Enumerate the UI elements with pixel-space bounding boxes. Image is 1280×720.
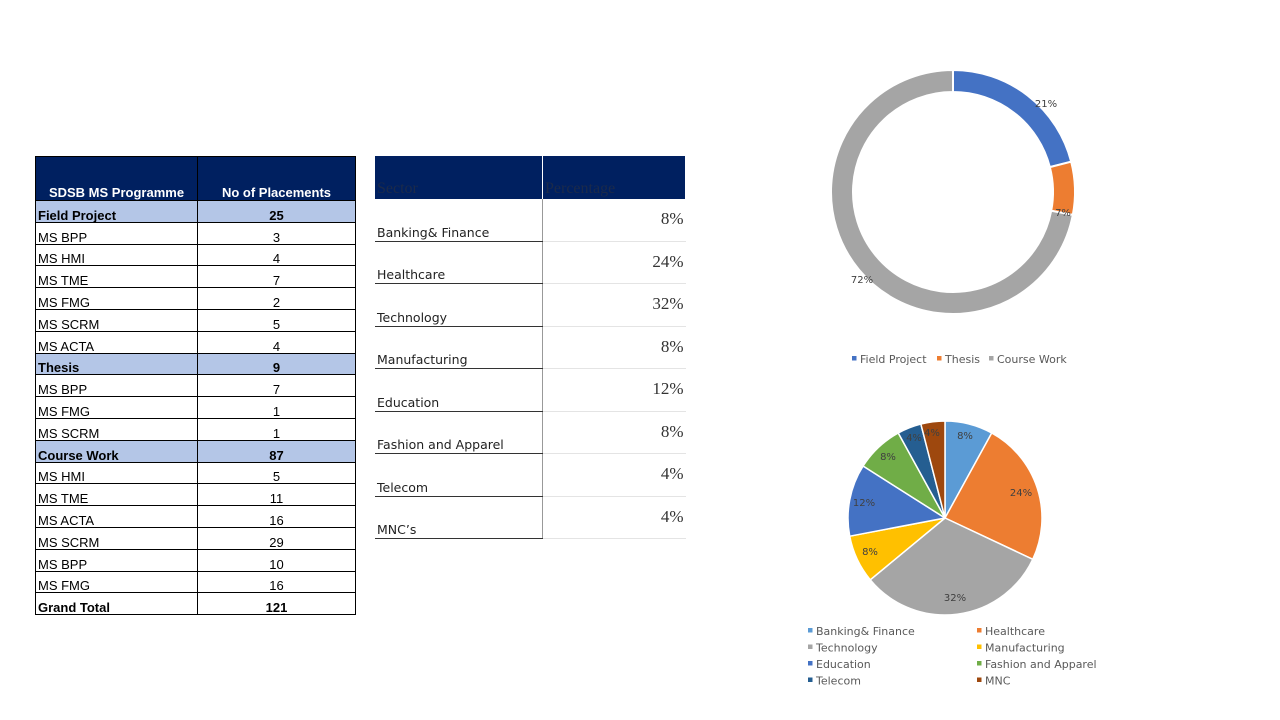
sector-cell: Education — [375, 368, 543, 412]
grand-total-row: Grand Total 121 — [35, 592, 356, 616]
sector-row: MNC’s 4% — [375, 496, 686, 539]
legend-swatch — [977, 661, 982, 666]
pie-legend-entry: MNC — [985, 675, 1011, 688]
table-row: MS HMI 4 — [35, 243, 356, 267]
percentage-cell: 8% — [542, 411, 686, 454]
placements-header: No of Placements — [197, 156, 356, 201]
sector-cell: Healthcare — [375, 241, 543, 284]
placements-cell: 87 — [197, 439, 356, 463]
percentage-cell: 24% — [542, 241, 686, 284]
percentage-header: Percentage — [542, 156, 686, 199]
placements-cell: 25 — [197, 200, 356, 223]
programme-header: SDSB MS Programme — [35, 156, 198, 201]
legend-swatch — [808, 644, 813, 649]
sector-cell: MNC’s — [375, 496, 543, 539]
table-row: MS FMG 1 — [35, 396, 356, 419]
legend-swatch — [989, 356, 994, 361]
doughnut-data-label: 21% — [1035, 99, 1057, 110]
programme-cell: Course Work — [35, 439, 198, 463]
pie-data-label: 32% — [944, 593, 966, 604]
pie-data-label: 24% — [1010, 488, 1032, 499]
sector-cell: Manufacturing — [375, 326, 543, 369]
group-row: Course Work 87 — [35, 439, 356, 463]
sector-row: Telecom 4% — [375, 453, 686, 497]
pie-legend-entry: Manufacturing — [985, 642, 1065, 655]
legend-swatch — [977, 677, 982, 682]
sector-row: Healthcare 24% — [375, 241, 686, 284]
doughnut-data-label: 7% — [1055, 208, 1071, 219]
legend-swatch — [808, 628, 813, 633]
pie-legend-entry: Fashion and Apparel — [985, 658, 1097, 671]
legend-swatch — [808, 677, 813, 682]
table-row: MS SCRM 1 — [35, 417, 356, 441]
legend-swatch — [852, 356, 857, 361]
pie-data-label: 4% — [906, 433, 922, 444]
sector-table: Sector Percentage Banking& Finance 8% Heal… — [375, 156, 686, 539]
percentage-cell: 8% — [542, 199, 686, 242]
programme-cell: MS TME — [35, 483, 198, 507]
sector-row: Fashion and Apparel 8% — [375, 411, 686, 454]
sector-cell: Banking& Finance — [375, 199, 543, 242]
placements-header-row: SDSB MS Programme No of Placements — [35, 156, 356, 201]
pie-data-label: 4% — [924, 428, 940, 439]
placements-cell: 121 — [197, 592, 356, 616]
legend-swatch — [937, 356, 942, 361]
sector-cell: Fashion and Apparel — [375, 411, 543, 454]
programme-cell: Thesis — [35, 352, 198, 376]
doughnut-legend-entry: Course Work — [997, 353, 1067, 366]
placements-table: SDSB MS Programme No of Placements Field… — [35, 156, 356, 616]
doughnut-legend-entry: Field Project — [860, 353, 927, 366]
doughnut-slice-field-project — [952, 68, 1073, 169]
pie-legend-entry: Education — [816, 658, 871, 671]
sector-row: Manufacturing 8% — [375, 326, 686, 369]
sector-row: Education 12% — [375, 368, 686, 412]
doughnut-chart: 21% 7% 72% Field Project Thesis Course Work — [830, 68, 1076, 366]
sector-row: Banking& Finance 8% — [375, 199, 686, 242]
table-row: MS SCRM 29 — [35, 526, 356, 550]
sector-cell: Technology — [375, 283, 543, 327]
legend-swatch — [977, 628, 982, 633]
pie-data-label: 12% — [853, 498, 875, 509]
programme-cell: Field Project — [35, 200, 198, 223]
pie-legend-entry: Telecom — [815, 675, 861, 688]
pie-slice-mnc — [919, 420, 946, 519]
pie-chart: 8% 24% 32% 8% 12% 8% 4% 4% Banking& Finance Healt… — [808, 420, 1097, 688]
pie-legend-entry: Banking& Finance — [816, 625, 915, 638]
pie-data-label: 8% — [957, 431, 973, 442]
legend-swatch — [977, 644, 982, 649]
pie-data-label: 8% — [880, 452, 896, 463]
sector-cell: Telecom — [375, 453, 543, 497]
pie-slice-healthcare — [943, 431, 1043, 561]
percentage-cell: 4% — [542, 453, 686, 497]
percentage-cell: 32% — [542, 283, 686, 327]
doughnut-legend-entry: Thesis — [944, 353, 980, 366]
table-row: MS BPP 3 — [35, 221, 356, 245]
sector-row: Technology 32% — [375, 283, 686, 327]
table-row: MS ACTA 4 — [35, 330, 356, 354]
doughnut-slice-course-work — [830, 68, 1075, 315]
pie-slice-technology — [869, 517, 1034, 616]
sector-header-row: Sector Percentage — [375, 156, 686, 199]
percentage-cell: 12% — [542, 368, 686, 412]
table-row: MS ACTA 16 — [35, 505, 356, 528]
percentage-cell: 8% — [542, 326, 686, 369]
pie-legend-entry: Technology — [815, 642, 878, 655]
pie-slice-education — [847, 464, 948, 538]
pie-legend-entry: Healthcare — [985, 625, 1045, 638]
table-row: MS HMI 5 — [35, 461, 356, 485]
pie-data-label: 8% — [862, 547, 878, 558]
table-row: MS TME 11 — [35, 483, 356, 507]
percentage-cell: 4% — [542, 496, 686, 539]
doughnut-slice-thesis — [1048, 160, 1076, 217]
legend-swatch — [808, 661, 813, 666]
sector-header: Sector — [375, 156, 543, 199]
programme-cell: Grand Total — [35, 592, 198, 616]
group-row: Field Project 25 — [35, 200, 356, 223]
doughnut-data-label: 72% — [851, 275, 873, 286]
